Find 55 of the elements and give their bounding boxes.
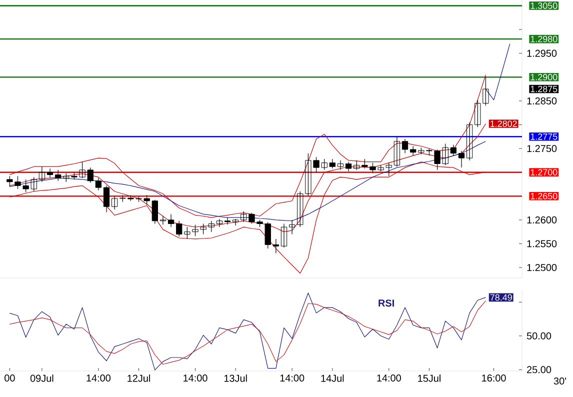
candlestick [103, 185, 110, 213]
candlestick [402, 138, 408, 154]
candlestick [95, 178, 102, 191]
y-tick-label: 50.00 [526, 332, 552, 340]
x-tick-label: 12Jul [128, 374, 150, 382]
y-tick-label: 25.00 [527, 366, 552, 374]
candlestick [288, 220, 296, 235]
y-tick-label: 1.2950 [527, 50, 557, 57]
candlestick [410, 146, 416, 156]
x-tick-label: 00 [4, 374, 15, 382]
x-tick-label: 09Jul [30, 374, 54, 382]
x-tick-label: 14:00 [184, 374, 208, 382]
ref-line-label: 1.2775 [530, 133, 558, 140]
candlestick [111, 196, 118, 210]
candlestick [224, 217, 231, 225]
x-tick-label: 14:00 [280, 374, 304, 382]
line-series [9, 292, 486, 370]
text: 1.2875 [530, 86, 558, 92]
candlestick [38, 166, 46, 182]
data-label: 78.49 [490, 294, 512, 301]
candlestick [394, 136, 400, 167]
x-tick-label: 14:00 [377, 374, 401, 382]
text: 30' [554, 378, 566, 385]
y-tick-label: 1.2850 [527, 97, 557, 104]
x-tick-label: 13Jul [224, 374, 247, 382]
candlestick [272, 238, 280, 254]
candlestick [168, 214, 174, 228]
candlestick [466, 122, 473, 161]
x-tick-label: 15Jul [418, 374, 440, 382]
y-tick-label: 1.2750 [527, 144, 557, 152]
candlestick [46, 168, 54, 178]
candlestick [280, 223, 288, 248]
x-tick-label: 14:00 [86, 374, 111, 382]
ref-line-label: 1.2700 [530, 169, 558, 176]
candlestick [329, 158, 336, 169]
x-tick-label: 14Jul [321, 374, 344, 382]
candlestick [152, 200, 158, 224]
ref-line-label: 1.2650 [530, 192, 558, 200]
candlestick [160, 216, 166, 225]
candlestick [345, 162, 352, 172]
candlestick [458, 150, 465, 168]
candlestick [216, 218, 223, 228]
series-label: RSI [378, 300, 394, 307]
data-label: 1.2802 [490, 120, 517, 127]
candlestick [450, 144, 457, 156]
y-tick-label: 1.2550 [527, 240, 557, 248]
y-tick-label: 1.2500 [527, 264, 557, 272]
line-series [485, 43, 510, 100]
x-tick-label: 16:00 [482, 374, 506, 382]
y-tick-label: 1.2600 [527, 216, 557, 224]
candlestick [337, 160, 344, 170]
candlestick [55, 170, 62, 182]
ref-line-label: 1.3050 [530, 2, 558, 9]
ref-line-label: 1.2900 [530, 74, 558, 80]
ref-line-label: 1.2980 [530, 36, 558, 42]
